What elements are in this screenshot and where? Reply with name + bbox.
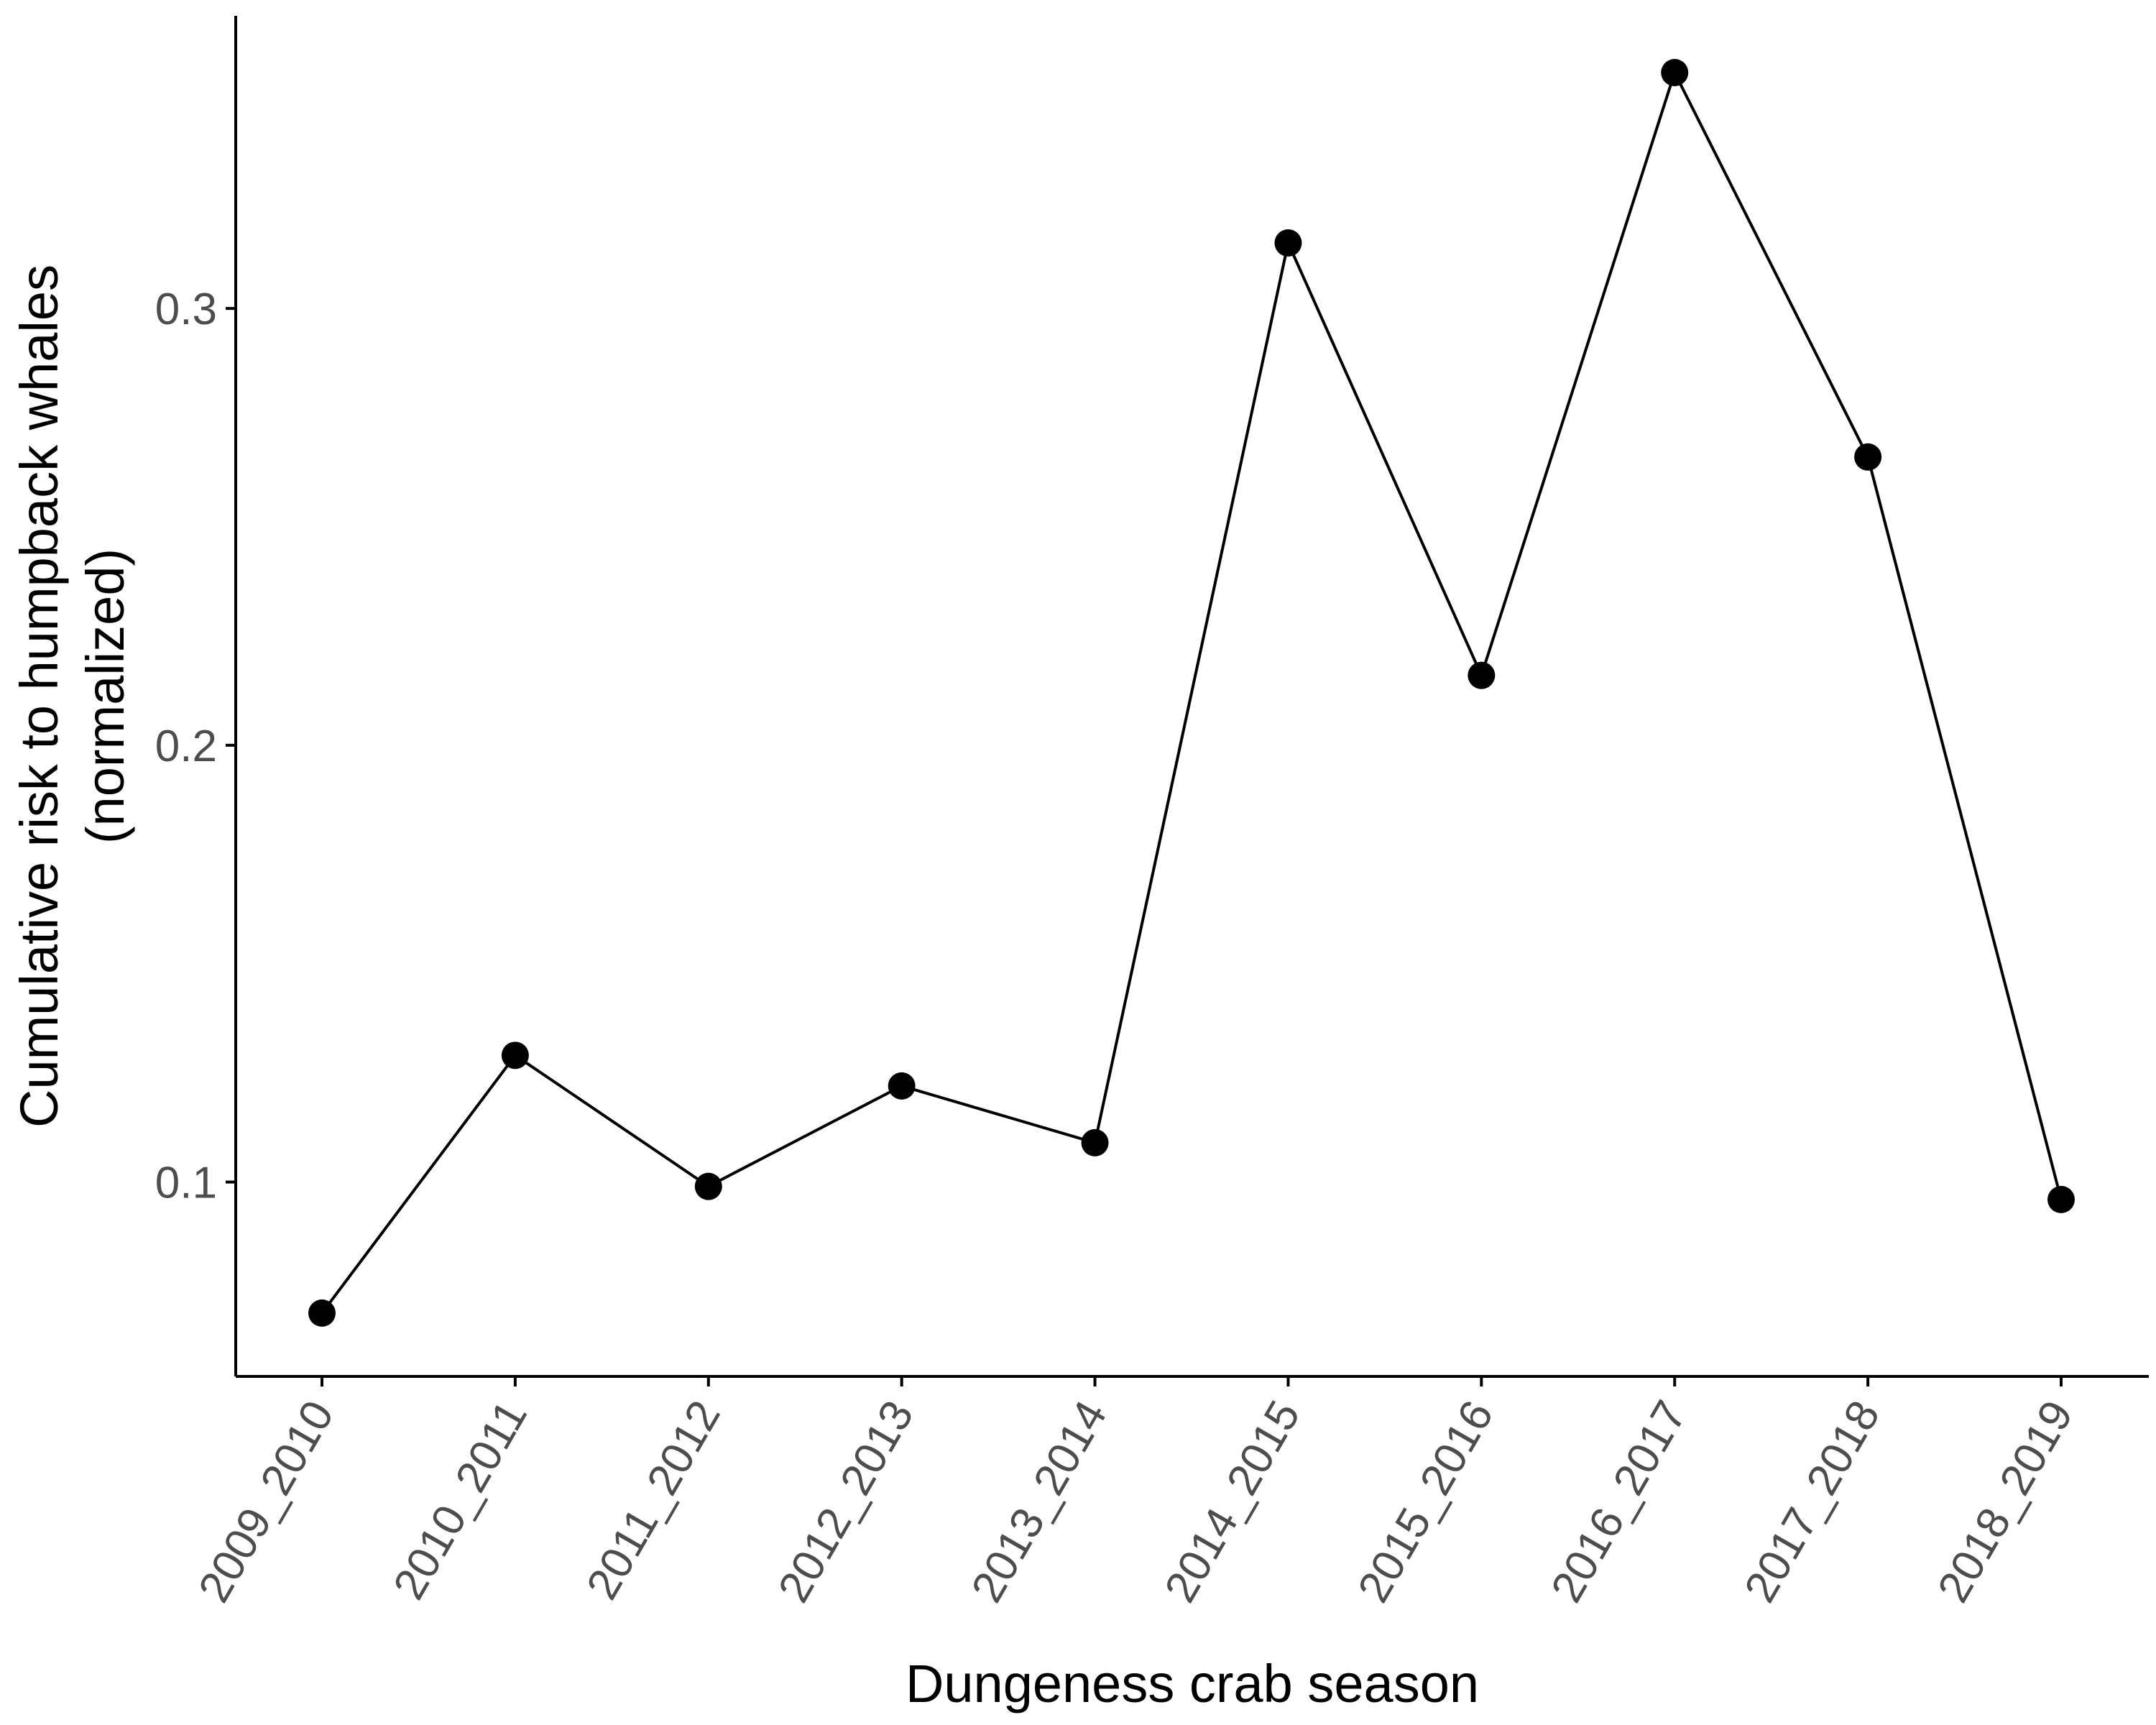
data-point — [1274, 229, 1302, 257]
y-tick-label: 0.1 — [155, 1159, 217, 1208]
y-axis-title-line: (normalized) — [75, 548, 135, 844]
y-axis: 0.1 0.2 0.3 — [155, 16, 237, 1376]
y-axis-title-line: Cumulative risk to humpback whales — [9, 264, 69, 1128]
data-point — [2047, 1185, 2075, 1213]
y-axis-title: Cumulative risk to humpback whales (norma… — [9, 264, 135, 1128]
data-point — [308, 1299, 336, 1327]
series-layer — [308, 59, 2075, 1327]
x-axis-title: Dungeness crab season — [906, 1654, 1479, 1714]
series-line — [321, 71, 2063, 1315]
data-point — [1854, 443, 1882, 471]
y-tick-label: 0.3 — [155, 285, 217, 334]
data-point — [1468, 661, 1496, 689]
data-point — [694, 1172, 722, 1200]
data-point — [1661, 59, 1689, 87]
y-tick-label: 0.2 — [155, 722, 217, 771]
data-point — [501, 1041, 529, 1070]
data-point — [1081, 1128, 1109, 1156]
data-point — [888, 1072, 916, 1100]
